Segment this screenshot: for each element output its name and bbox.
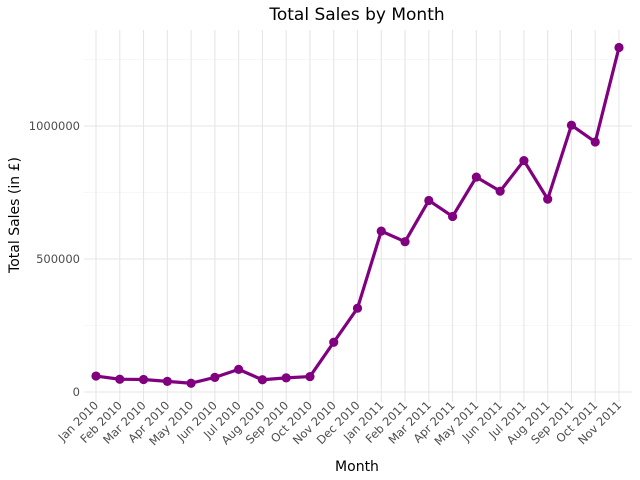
data-point xyxy=(162,376,172,386)
data-point xyxy=(376,226,386,236)
data-point xyxy=(329,337,339,347)
series-layer xyxy=(91,42,624,388)
data-point xyxy=(566,120,577,130)
data-point xyxy=(138,374,149,385)
data-point xyxy=(115,374,125,384)
y-tick-labels: 0 500000 1000000 xyxy=(29,119,80,399)
data-point xyxy=(543,194,553,204)
data-point xyxy=(91,371,101,381)
data-point xyxy=(257,375,268,385)
data-point xyxy=(614,42,624,53)
y-axis-title: Total Sales (in £) xyxy=(7,157,23,274)
data-point xyxy=(281,373,291,383)
data-point xyxy=(519,155,529,166)
grid-lines xyxy=(84,30,632,402)
y-tick-label: 0 xyxy=(73,385,80,399)
data-point xyxy=(471,172,481,182)
data-point xyxy=(186,378,196,388)
data-point xyxy=(352,303,363,313)
data-point xyxy=(495,186,505,196)
data-point xyxy=(305,371,315,382)
x-axis-title: Month xyxy=(335,459,379,475)
data-point xyxy=(210,372,220,382)
data-point xyxy=(424,195,434,206)
y-tick-label: 500000 xyxy=(36,252,80,266)
data-point xyxy=(400,237,410,247)
chart-title: Total Sales by Month xyxy=(268,5,444,25)
y-tick-label: 1000000 xyxy=(29,119,80,133)
data-point xyxy=(234,364,244,374)
data-point xyxy=(590,137,600,147)
data-point xyxy=(447,211,458,222)
